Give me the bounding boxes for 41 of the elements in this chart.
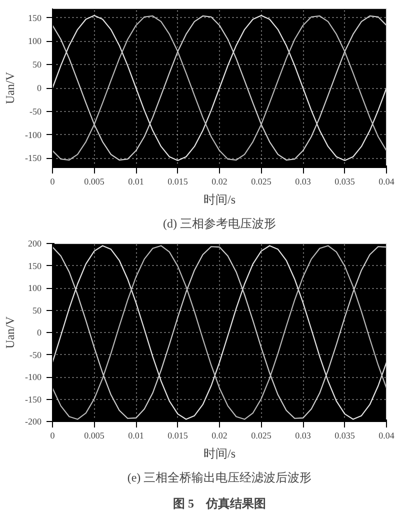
x-tick-label: 0.04	[378, 176, 395, 186]
y-axis-title: Uan/V	[3, 72, 18, 104]
text: (e) 三相全桥输出电压经滤波后波形	[127, 470, 312, 484]
y-tick-label: 0	[37, 328, 42, 338]
y-tick-label: -150	[25, 394, 42, 404]
x-tick-label: 0.035	[334, 430, 356, 440]
y-tick-label: 50	[32, 305, 42, 316]
y-tick-label: -50	[30, 106, 42, 116]
x-tick-label: 0.01	[128, 176, 144, 186]
x-tick-label: 0.04	[378, 430, 395, 440]
x-tick-label: 0.01	[128, 430, 144, 440]
caption: 图 5 仿真结果图	[173, 496, 266, 510]
x-tick-label: 0.02	[212, 430, 228, 440]
x-axis-title: 时间/s	[204, 446, 236, 460]
y-tick-label: 150	[28, 260, 42, 271]
x-tick-label: 0	[50, 176, 56, 186]
x-tick-label: 0.035	[334, 176, 356, 186]
y-tick-label: -150	[25, 153, 42, 164]
y-tick-label: -200	[25, 416, 42, 426]
x-tick-label: 0.02	[212, 176, 228, 186]
x-tick-label: 0.03	[295, 430, 312, 440]
x-axis-title: 时间/s	[204, 192, 236, 206]
text: (d) 三相参考电压波形	[163, 216, 276, 230]
x-tick-label: 0.015	[168, 430, 188, 440]
x-tick-label: 0.015	[168, 176, 188, 186]
x-tick-label: 0.03	[295, 176, 312, 186]
y-tick-label: 50	[32, 60, 42, 70]
y-axis-title: Uan/V	[3, 316, 18, 348]
y-tick-label: 0	[37, 83, 42, 93]
x-tick-label: 0.025	[251, 430, 272, 440]
x-tick-label: 0.005	[84, 176, 105, 186]
x-tick-label: 0.005	[84, 430, 105, 440]
y-tick-label: -100	[25, 372, 42, 382]
x-tick-label: 0	[50, 430, 56, 440]
y-tick-label: 200	[28, 238, 42, 248]
y-tick-label: 150	[28, 12, 42, 23]
y-tick-label: 100	[28, 36, 42, 46]
y-tick-label: -100	[25, 130, 42, 140]
y-tick-label: -50	[30, 350, 42, 360]
y-tick-label: 100	[28, 283, 42, 293]
x-tick-label: 0.025	[251, 176, 272, 186]
